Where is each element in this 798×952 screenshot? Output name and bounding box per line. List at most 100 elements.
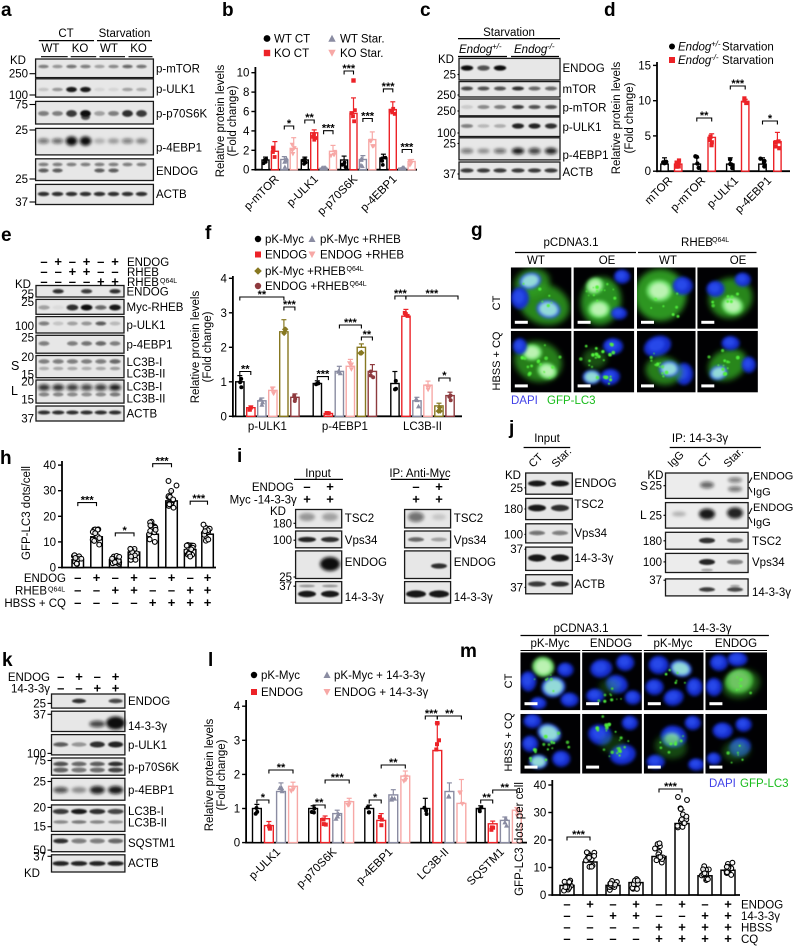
svg-text:2: 2	[234, 769, 240, 781]
svg-text:–: –	[94, 669, 101, 684]
svg-text:37: 37	[33, 851, 46, 863]
svg-text:p-ULK1: p-ULK1	[248, 421, 287, 433]
svg-text:180: 180	[504, 504, 523, 516]
svg-text:*: *	[442, 370, 447, 382]
svg-text:0: 0	[50, 563, 56, 575]
svg-text:–: –	[609, 897, 616, 912]
svg-text:**: **	[445, 708, 454, 720]
svg-text:p-4EBP1: p-4EBP1	[156, 143, 202, 155]
svg-text:mTOR: mTOR	[563, 84, 597, 96]
svg-text:20: 20	[33, 802, 46, 814]
svg-text:+: +	[130, 570, 138, 585]
svg-text:e: e	[1, 225, 12, 246]
svg-text:–: –	[632, 931, 639, 946]
svg-text:+/-: +/-	[492, 42, 502, 51]
svg-text:–: –	[701, 897, 708, 912]
svg-text:*: *	[123, 525, 128, 537]
svg-text:+: +	[204, 570, 212, 585]
svg-text:+: +	[186, 595, 194, 610]
svg-text:+: +	[303, 492, 311, 507]
svg-text:(Fold change): (Fold change)	[227, 85, 239, 156]
svg-text:14-3-3γ: 14-3-3γ	[752, 587, 791, 599]
svg-text:30: 30	[534, 808, 547, 820]
svg-text:4: 4	[243, 126, 250, 138]
svg-text:LC3B-I: LC3B-I	[127, 357, 163, 369]
svg-text:10: 10	[534, 863, 547, 875]
svg-text:RHEB: RHEB	[15, 586, 47, 598]
svg-text:c: c	[420, 0, 431, 21]
svg-text:6: 6	[243, 107, 249, 119]
svg-text:+: +	[83, 264, 91, 279]
svg-text:CT: CT	[491, 295, 503, 310]
svg-text:+: +	[724, 931, 732, 946]
svg-text:ENDOG: ENDOG	[156, 166, 198, 178]
svg-text:***: ***	[342, 63, 356, 75]
svg-text:–: –	[168, 583, 175, 598]
svg-text:–: –	[632, 920, 639, 935]
svg-text:180: 180	[273, 518, 292, 530]
svg-text:Starvation: Starvation	[99, 28, 151, 40]
svg-text:–: –	[57, 669, 64, 684]
svg-text:*: *	[287, 118, 292, 130]
svg-text:+: +	[97, 274, 105, 289]
svg-text:–: –	[97, 264, 104, 279]
svg-text:***: ***	[572, 829, 586, 841]
svg-text:25: 25	[21, 332, 34, 344]
svg-text:ACTB: ACTB	[574, 579, 605, 591]
svg-text:pK-Myc: pK-Myc	[261, 670, 300, 682]
svg-text:+: +	[701, 920, 709, 935]
svg-text:5: 5	[645, 131, 651, 143]
svg-text:SQSTM1: SQSTM1	[128, 838, 175, 850]
svg-text:RHEB: RHEB	[681, 237, 713, 249]
svg-text:–: –	[74, 595, 81, 610]
svg-text:+: +	[149, 595, 157, 610]
svg-text:37: 37	[510, 582, 523, 594]
svg-text:1: 1	[234, 804, 240, 816]
svg-text:ENDOG: ENDOG	[715, 638, 757, 650]
svg-text:Vps34: Vps34	[574, 528, 607, 540]
svg-text:RHEB: RHEB	[127, 277, 159, 289]
svg-text:ENDOG: ENDOG	[127, 257, 169, 269]
svg-text:S: S	[11, 359, 19, 373]
svg-text:Relative protein levels: Relative protein levels	[204, 719, 216, 832]
svg-text:250: 250	[437, 90, 456, 102]
svg-text:***: ***	[192, 493, 206, 505]
svg-text:pK-Myc: pK-Myc	[531, 638, 570, 650]
svg-text:HBSS: HBSS	[741, 923, 773, 935]
svg-text:***: ***	[81, 495, 95, 507]
svg-text:40: 40	[43, 460, 56, 472]
svg-text:+/-: +/-	[711, 40, 721, 49]
svg-text:–: –	[187, 570, 194, 585]
svg-text:DAPI: DAPI	[511, 395, 538, 407]
svg-text:IP: 14-3-3γ: IP: 14-3-3γ	[672, 433, 728, 445]
svg-text:–: –	[112, 595, 119, 610]
svg-text:75: 75	[15, 100, 28, 112]
svg-text:WT: WT	[100, 43, 118, 55]
svg-text:+: +	[326, 492, 334, 507]
svg-text:ENDOG +RHEB: ENDOG +RHEB	[265, 281, 349, 293]
svg-text:ACTB: ACTB	[156, 189, 187, 201]
svg-text:pCDNA3.1: pCDNA3.1	[554, 623, 609, 635]
svg-text:+: +	[701, 931, 709, 946]
svg-text:–: –	[40, 274, 47, 289]
svg-text:KD: KD	[505, 470, 521, 482]
svg-text:25: 25	[33, 777, 46, 789]
svg-text:+: +	[586, 897, 594, 912]
svg-text:14-3-3γ: 14-3-3γ	[741, 911, 780, 923]
svg-text:25: 25	[443, 139, 456, 151]
svg-text:a: a	[1, 0, 12, 21]
svg-text:25: 25	[33, 698, 46, 710]
svg-text:3: 3	[220, 308, 226, 320]
svg-text:ENDOG: ENDOG	[24, 573, 66, 585]
svg-text:37: 37	[443, 169, 456, 181]
svg-text:–: –	[149, 570, 156, 585]
svg-text:–: –	[149, 583, 156, 598]
svg-text:OE: OE	[730, 255, 747, 267]
svg-text:–: –	[563, 931, 570, 946]
svg-text:Input: Input	[534, 433, 560, 445]
svg-text:GFP-LC3: GFP-LC3	[740, 778, 789, 790]
svg-text:+: +	[724, 920, 732, 935]
svg-text:14-3-3γ: 14-3-3γ	[693, 623, 732, 635]
svg-text:37: 37	[279, 581, 292, 593]
svg-text:15: 15	[33, 822, 46, 834]
